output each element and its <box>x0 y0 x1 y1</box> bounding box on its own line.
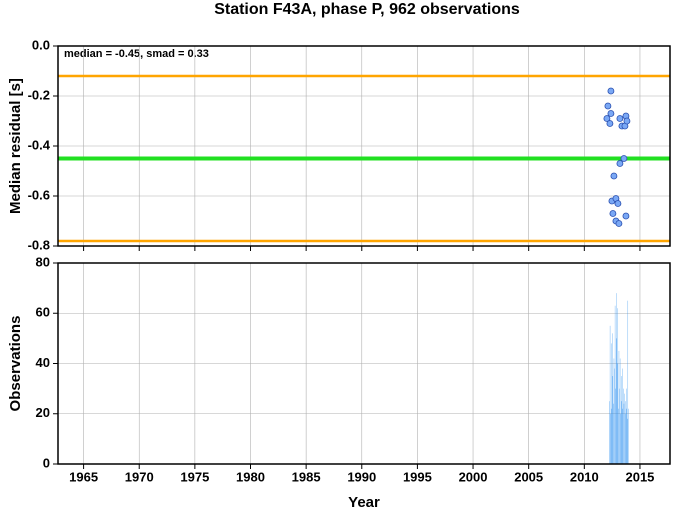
y-tick-label: -0.2 <box>28 87 50 102</box>
y-tick-label: 20 <box>36 405 50 420</box>
chart-title: Station F43A, phase P, 962 observations <box>214 1 520 18</box>
x-tick-label: 2010 <box>570 469 599 484</box>
y-axis-label: Observations <box>7 316 24 412</box>
y-axis-label: Median residual [s] <box>7 78 24 214</box>
y-tick-label: 0 <box>43 455 50 470</box>
x-tick-label: 1975 <box>180 469 209 484</box>
annotation: median = -0.45, smad = 0.33 <box>64 48 209 60</box>
data-point <box>622 212 630 220</box>
x-tick-label: 1990 <box>347 469 376 484</box>
data-point <box>610 172 618 180</box>
y-tick-label: 80 <box>36 254 50 269</box>
data-point <box>615 220 623 227</box>
x-tick-label: 1985 <box>292 469 321 484</box>
x-tick-label: 1995 <box>403 469 432 484</box>
x-tick-label: 2015 <box>625 469 654 484</box>
x-tick-label: 2000 <box>459 469 488 484</box>
y-tick-label: -0.6 <box>28 187 50 202</box>
x-tick-label: 1980 <box>236 469 265 484</box>
y-tick-label: 40 <box>36 355 50 370</box>
y-tick-label: -0.8 <box>28 237 50 252</box>
plot-frame <box>57 262 671 465</box>
data-point <box>616 160 624 167</box>
x-tick-label: 1970 <box>125 469 154 484</box>
data-point <box>620 155 628 162</box>
x-tick-label: 2005 <box>514 469 543 484</box>
data-point <box>616 115 624 122</box>
y-tick-label: 0.0 <box>32 37 50 52</box>
data-point <box>603 115 611 122</box>
data-point <box>607 87 615 95</box>
data-point <box>609 210 617 217</box>
data-point <box>604 102 612 110</box>
data-point <box>606 120 614 127</box>
data-point <box>614 200 622 207</box>
plot-frame <box>57 45 671 247</box>
y-tick-label: 60 <box>36 305 50 320</box>
x-tick-label: 1965 <box>69 469 98 484</box>
y-tick-label: -0.4 <box>28 137 51 152</box>
data-point <box>623 117 631 125</box>
x-axis-label: Year <box>348 494 380 511</box>
data-point <box>607 110 615 117</box>
